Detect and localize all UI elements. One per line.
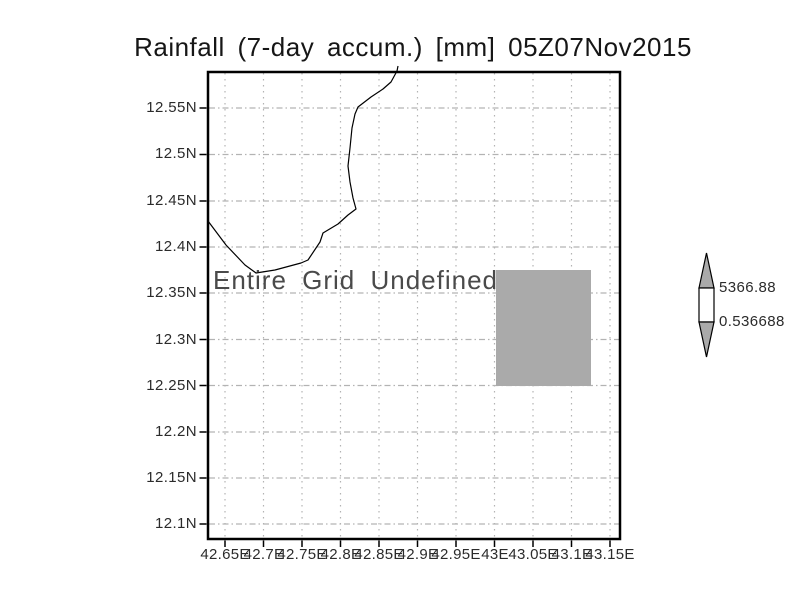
- x-axis-label: 42.9E: [397, 546, 439, 563]
- x-axis-label: 42.85E: [354, 546, 404, 563]
- x-axis-label: 42.65E: [200, 546, 250, 563]
- y-axis-label: 12.45N: [146, 192, 197, 209]
- colorbar-max-label: 5366.88: [719, 279, 777, 296]
- colorbar-lower-arrow: [698, 321, 715, 358]
- y-axis-label: 12.25N: [146, 377, 197, 394]
- y-axis-label: 12.3N: [154, 331, 197, 348]
- y-axis-label: 12.5N: [154, 145, 197, 162]
- x-axis-label: 42.8E: [320, 546, 362, 563]
- colorbar-mid-segment: [698, 287, 715, 323]
- x-axis-label: 43.15E: [585, 546, 635, 563]
- x-axis-label: 43E: [481, 546, 509, 563]
- undefined-grid-cell: [496, 270, 591, 386]
- x-axis-label: 43.05E: [508, 546, 558, 563]
- colorbar: [698, 252, 715, 358]
- y-axis-label: 12.4N: [154, 238, 197, 255]
- y-axis-label: 12.55N: [146, 99, 197, 116]
- colorbar-upper-arrow: [698, 252, 715, 289]
- plot-title: Rainfall (7-day accum.) [mm] 05Z07Nov201…: [134, 32, 692, 62]
- y-axis-label: 12.1N: [154, 515, 197, 532]
- coastline: [207, 65, 399, 274]
- x-axis-label: 42.75E: [277, 546, 327, 563]
- y-axis-label: 12.35N: [146, 284, 197, 301]
- undefined-grid-status-text: Entire Grid Undefined: [213, 265, 499, 295]
- y-axis-label: 12.15N: [146, 469, 197, 486]
- plot-frame: [206, 70, 622, 541]
- y-axis-label: 12.2N: [154, 423, 197, 440]
- latitude-gridlines: [209, 107, 619, 525]
- x-axis-label: 43.1E: [551, 546, 593, 563]
- x-axis-label: 42.7E: [243, 546, 285, 563]
- bottom-axis-ticks: [224, 540, 611, 547]
- colorbar-min-label: 0.536688: [719, 313, 785, 330]
- x-axis-label: 42.95E: [431, 546, 481, 563]
- left-axis-ticks: [199, 107, 207, 525]
